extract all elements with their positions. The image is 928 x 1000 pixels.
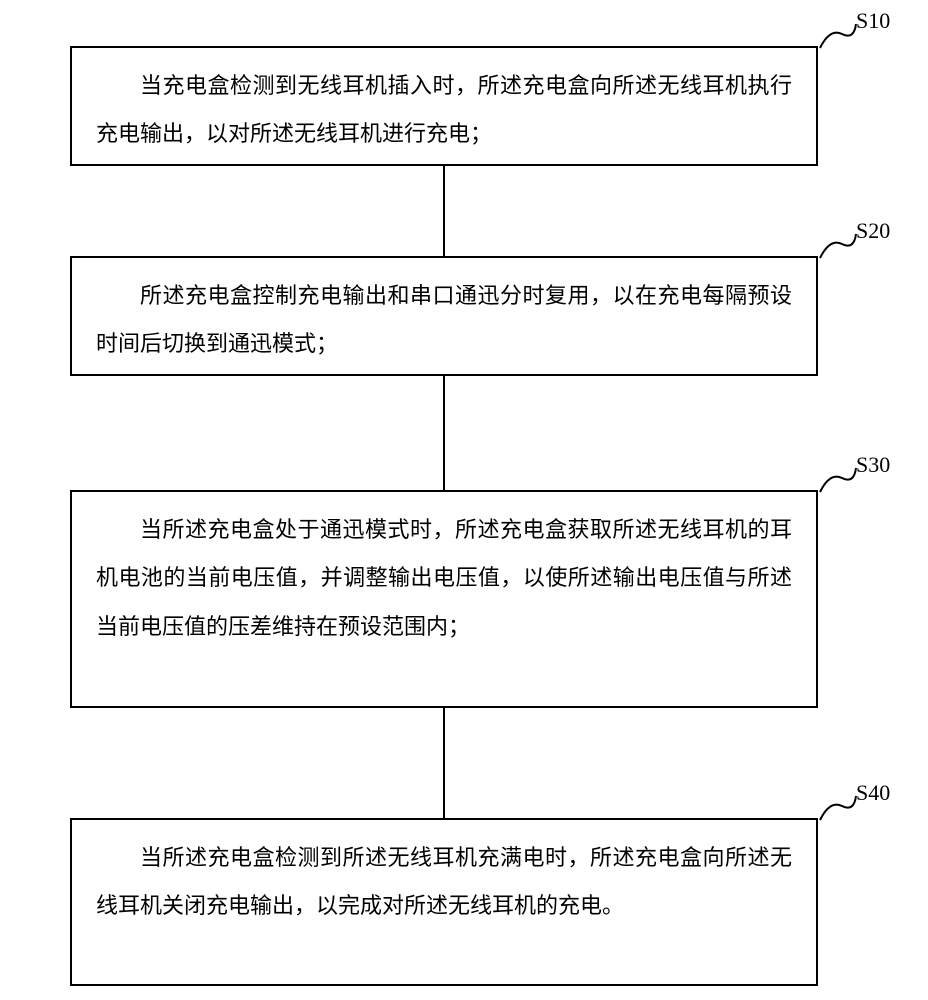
step-text: 当充电盒检测到无线耳机插入时，所述充电盒向所述无线耳机执行充电输出，以对所述无线… <box>96 73 792 146</box>
step-text: 所述充电盒控制充电输出和串口通迅分时复用，以在充电每隔预设时间后切换到通迅模式； <box>96 283 792 356</box>
step-box-s10: 当充电盒检测到无线耳机插入时，所述充电盒向所述无线耳机执行充电输出，以对所述无线… <box>70 46 818 166</box>
step-label-s10: S10 <box>856 8 890 34</box>
callout-curve-s10 <box>818 18 858 50</box>
connector-s30-s40 <box>443 708 445 818</box>
callout-curve-s20 <box>818 228 858 260</box>
step-box-s30: 当所述充电盒处于通迅模式时，所述充电盒获取所述无线耳机的耳机电池的当前电压值，并… <box>70 490 818 708</box>
step-box-s40: 当所述充电盒检测到所述无线耳机充满电时，所述充电盒向所述无线耳机关闭充电输出，以… <box>70 818 818 986</box>
step-box-s20: 所述充电盒控制充电输出和串口通迅分时复用，以在充电每隔预设时间后切换到通迅模式； <box>70 256 818 376</box>
connector-s20-s30 <box>443 376 445 490</box>
step-text: 当所述充电盒处于通迅模式时，所述充电盒获取所述无线耳机的耳机电池的当前电压值，并… <box>96 517 792 639</box>
flowchart-canvas: 当充电盒检测到无线耳机插入时，所述充电盒向所述无线耳机执行充电输出，以对所述无线… <box>0 0 928 1000</box>
step-text: 当所述充电盒检测到所述无线耳机充满电时，所述充电盒向所述无线耳机关闭充电输出，以… <box>96 845 792 918</box>
step-label-s20: S20 <box>856 218 890 244</box>
callout-curve-s40 <box>818 790 858 822</box>
step-label-s30: S30 <box>856 452 890 478</box>
connector-s10-s20 <box>443 166 445 256</box>
callout-curve-s30 <box>818 462 858 494</box>
step-label-s40: S40 <box>856 780 890 806</box>
